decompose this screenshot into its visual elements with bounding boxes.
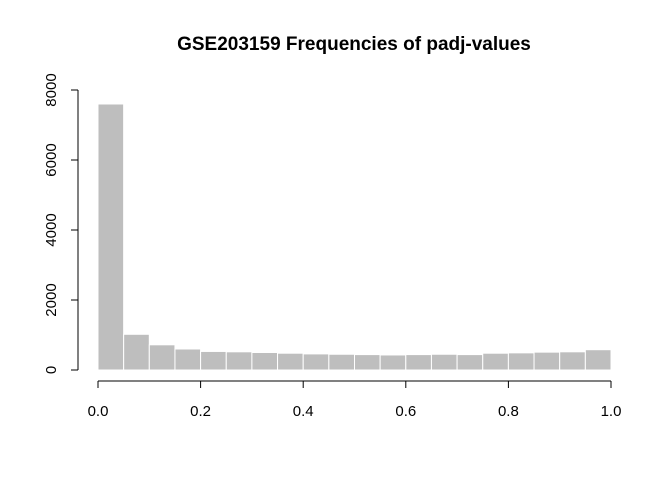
x-tick-label: 0.8 [498,403,519,420]
histogram-bar [379,354,407,371]
histogram-bar [430,353,458,371]
y-axis: 0 2000 4000 6000 8000 [43,73,79,374]
histogram-bar [225,351,253,371]
histogram-bar [456,354,484,371]
y-tick-label: 8000 [43,73,60,106]
histogram-bar [251,352,279,371]
histogram-bar [174,348,202,371]
histogram-bar [328,353,356,371]
chart-title: GSE203159 Frequencies of padj-values [177,34,531,55]
histogram-bar [482,352,509,371]
histogram-bar [200,350,227,371]
histogram-bar [559,351,586,371]
histogram-bar [302,353,330,371]
x-tick-label: 0.6 [395,403,416,420]
y-tick-label: 0 [43,366,60,374]
histogram-bar [97,103,125,371]
y-tick-label: 2000 [43,283,60,316]
histogram-bar [405,354,432,371]
histogram-bar [507,352,535,371]
bars-group [97,103,612,371]
y-tick-label: 6000 [43,143,60,176]
x-tick-label: 0.4 [293,403,314,420]
histogram-bar [277,352,304,371]
x-tick-label: 0.2 [190,403,211,420]
histogram-bar [533,351,561,371]
x-axis: 0.0 0.2 0.4 0.6 0.8 1.0 [88,380,622,420]
histogram-bar [148,344,176,371]
histogram-bar [123,333,150,371]
y-tick-label: 4000 [43,213,60,246]
histogram-bar [354,354,381,371]
x-tick-label: 0.0 [88,403,109,420]
x-tick-label: 1.0 [601,403,622,420]
histogram-bar [584,349,612,371]
